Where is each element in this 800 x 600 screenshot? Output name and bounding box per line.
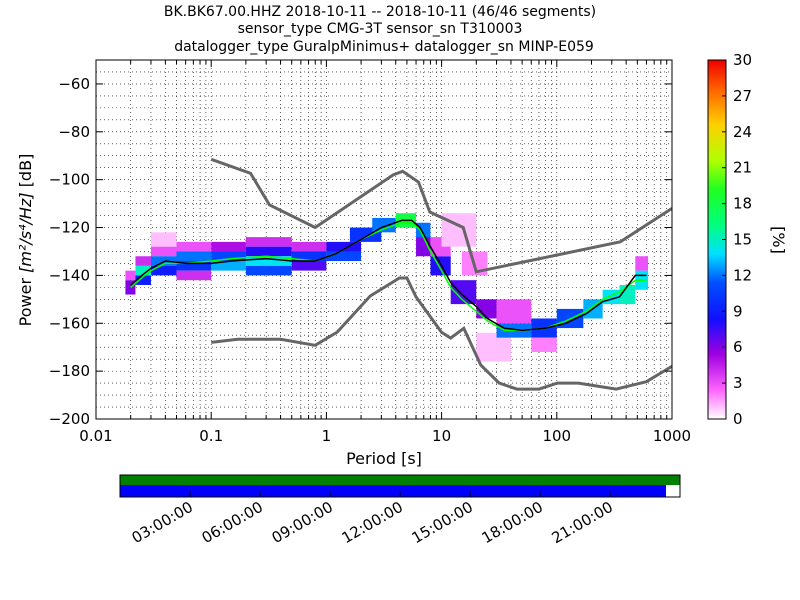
density-cell [176, 270, 212, 281]
density-cell [176, 261, 212, 271]
nlnm-line [211, 276, 672, 391]
colorbar-tick-label: 27 [733, 87, 752, 105]
density-cell [245, 265, 292, 276]
ppsd-lines [130, 157, 672, 391]
density-cell [135, 275, 151, 285]
nhnm-line [210, 157, 672, 274]
time-tick-label: 18:00:00 [479, 498, 546, 547]
colorbar-tick-label: 0 [733, 410, 743, 428]
coverage-bar [120, 485, 666, 497]
y-tick-label: −80 [58, 123, 90, 141]
density-cell [211, 251, 246, 262]
density-cell [176, 241, 212, 252]
density-cell [430, 256, 451, 276]
colorbar-tick-label: 12 [733, 266, 752, 284]
title-line-2: sensor_type CMG-3T sensor_sn T310003 [238, 21, 523, 37]
density-cell [441, 213, 477, 247]
y-tick-label: −100 [49, 171, 90, 189]
time-tick-label: 09:00:00 [269, 498, 336, 547]
time-coverage: 03:00:00 06:00:00 09:00:00 12:00:00 15:00:00… [119, 474, 681, 547]
y-tick-label: −180 [49, 362, 90, 380]
density-cell [150, 246, 177, 257]
time-axis-ticks: 03:00:00 06:00:00 09:00:00 12:00:00 15:00:00… [129, 492, 616, 547]
density-cell [125, 280, 136, 295]
colorbar-tick-label: 15 [733, 231, 752, 249]
time-tick-label: 03:00:00 [129, 498, 196, 547]
y-axis-label: Power [m²/s⁴/Hz] [dB] [16, 154, 35, 327]
density-cell [211, 241, 246, 252]
density-cell [135, 256, 151, 266]
x-tick-label: 0.1 [199, 427, 223, 445]
density-cell [531, 337, 557, 352]
density-cell [245, 256, 292, 266]
time-tick-label: 12:00:00 [339, 498, 406, 547]
density-cell [635, 256, 649, 271]
time-tick-label: 15:00:00 [409, 498, 476, 547]
y-tick-label: −160 [49, 314, 90, 332]
density-cell [291, 241, 327, 252]
mean-line [130, 221, 647, 332]
x-tick-label: 1000 [653, 427, 691, 445]
density-cell [496, 299, 532, 324]
density-cell [326, 251, 362, 262]
colorbar-tick-label: 30 [733, 51, 752, 69]
x-tick-label: 1 [322, 427, 332, 445]
title-line-3: datalogger_type GuralpMinimus+ datalogge… [174, 39, 594, 55]
x-axis-label: Period [s] [346, 449, 422, 468]
density-cell [125, 270, 136, 281]
y-tick-label: −200 [49, 410, 90, 428]
mode-line [130, 219, 647, 332]
density-cell [135, 265, 151, 276]
density-cell [291, 251, 327, 262]
density-cell [326, 241, 362, 252]
title-line-1: BK.BK67.00.HHZ 2018-10-11 -- 2018-10-11 … [164, 4, 596, 20]
x-axis-ticks: 0.01 0.1 1 10 100 1000 [79, 60, 691, 445]
time-tick-label: 06:00:00 [199, 498, 266, 547]
data-availability-bar [120, 475, 680, 485]
density-cell [291, 261, 327, 271]
y-tick-label: −120 [49, 219, 90, 237]
colorbar-tick-label: 21 [733, 159, 752, 177]
density-cell [150, 265, 177, 276]
y-axis-ticks: −200 −180 −160 −140 −120 −100 −80 −60 [49, 75, 672, 428]
density-cell [150, 232, 177, 247]
density-cell [211, 261, 246, 271]
x-tick-label: 10 [432, 427, 451, 445]
colorbar-tick-label: 24 [733, 123, 752, 141]
colorbar-tick-label: 3 [733, 374, 743, 392]
density-cell [450, 280, 477, 305]
plot-frame [95, 59, 673, 420]
x-tick-label: 0.01 [79, 427, 112, 445]
y-tick-label: −60 [58, 75, 90, 93]
x-tick-label: 100 [542, 427, 571, 445]
y-tick-label: −140 [49, 266, 90, 284]
colorbar-tick-label: 6 [733, 338, 743, 356]
density-cell [245, 246, 292, 257]
chart-title: BK.BK67.00.HHZ 2018-10-11 -- 2018-10-11 … [164, 4, 596, 55]
density-cell [176, 251, 212, 262]
colorbar-label: [%] [769, 226, 788, 254]
colorbar-tick-label: 18 [733, 195, 752, 213]
colorbar-tick-label: 9 [733, 302, 743, 320]
density-cell [416, 237, 431, 257]
time-tick-label: 21:00:00 [549, 498, 616, 547]
density-cell [245, 237, 292, 247]
density-cell [476, 299, 497, 319]
colorbar-ticks: 0 3 6 9 12 15 18 21 24 27 30 [722, 51, 752, 428]
